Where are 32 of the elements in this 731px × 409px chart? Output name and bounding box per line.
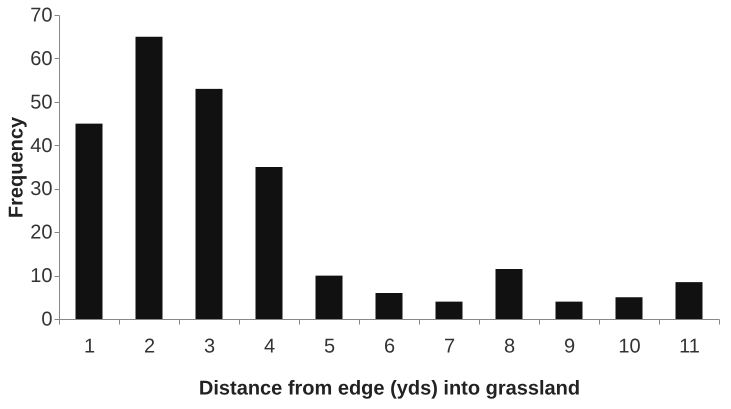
- x-tick-label: 3: [204, 336, 216, 358]
- x-tick-label: 6: [384, 336, 396, 358]
- bar: [616, 297, 642, 319]
- y-axis-title: Frequency: [5, 116, 28, 218]
- x-tick-label: 7: [444, 336, 456, 358]
- bar: [76, 124, 102, 319]
- x-tick-label: 9: [564, 336, 576, 358]
- x-tick-label: 2: [144, 336, 156, 358]
- y-tick-label: 10: [30, 265, 52, 288]
- bar: [556, 302, 582, 319]
- x-tick-label: 10: [618, 336, 641, 358]
- y-tick-label: 40: [30, 134, 52, 157]
- y-tick-label: 30: [30, 178, 52, 200]
- bar: [196, 88, 222, 319]
- y-tick-label: 50: [30, 91, 52, 114]
- x-tick-label: 8: [504, 336, 516, 358]
- x-tick-label: 11: [679, 336, 700, 358]
- y-tick-label: 20: [30, 222, 52, 244]
- x-tick-label: 5: [324, 336, 336, 358]
- bar: [496, 269, 522, 319]
- y-tick-label: 70: [30, 4, 52, 26]
- bar: [316, 276, 342, 319]
- bar: [136, 36, 162, 319]
- bar: [256, 167, 282, 319]
- x-tick-label: 4: [264, 336, 276, 358]
- x-tick-label: 1: [84, 336, 96, 358]
- y-tick-label: 60: [30, 48, 52, 70]
- x-axis-title: Distance from edge (yds) into grassland: [198, 378, 580, 400]
- y-tick-label: 0: [41, 308, 52, 330]
- bar: [436, 302, 462, 319]
- bar: [676, 282, 702, 319]
- bar: [376, 292, 402, 319]
